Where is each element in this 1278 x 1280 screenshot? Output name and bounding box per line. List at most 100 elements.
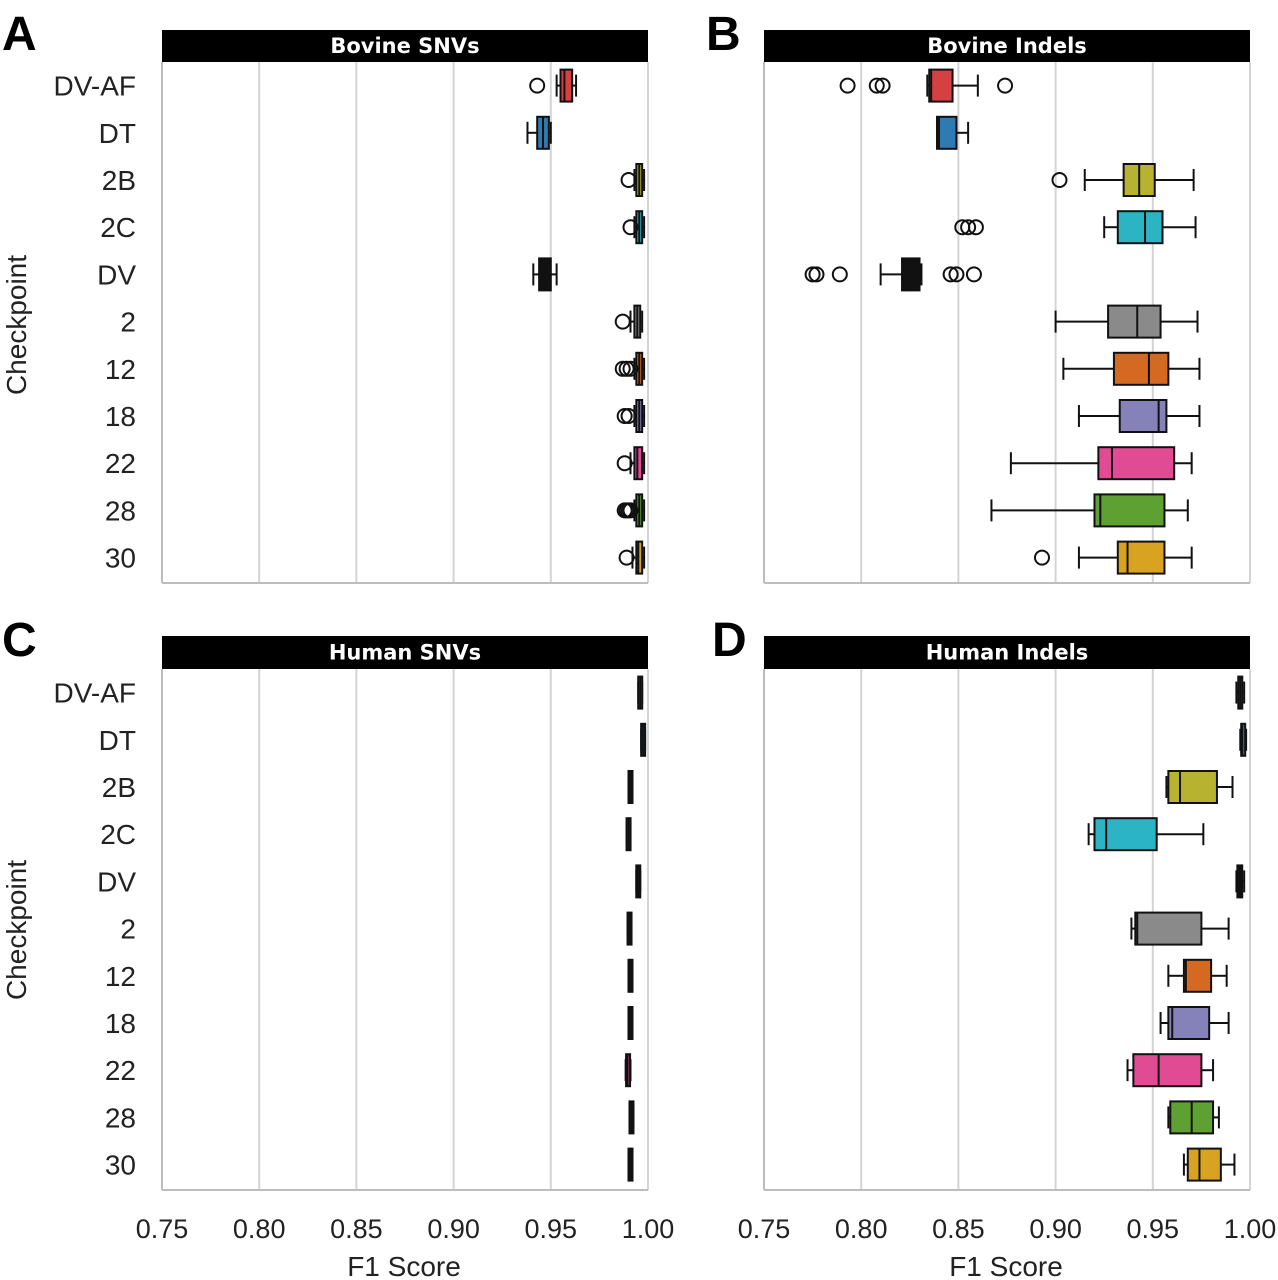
outlier-point [622, 502, 639, 519]
x-tick-label: 0.75 [738, 1214, 791, 1244]
category-label: 12 [105, 354, 136, 385]
box-DT [640, 722, 647, 757]
panel-C: C Human SNVs DV-AF DT 2B 2C DV 2 12 18 22 28 30 0.75 0… [2, 614, 674, 1244]
category-label: 22 [105, 448, 136, 479]
x-tick-label: 0.90 [427, 1214, 480, 1244]
box-iqr [1093, 817, 1158, 852]
box-22 [616, 446, 646, 481]
box-2C [622, 210, 646, 245]
box-18 [627, 1006, 634, 1040]
box-28 [990, 493, 1189, 528]
category-label: 28 [105, 495, 136, 526]
box-DV [635, 864, 642, 899]
x-axis-label-left: F1 Score [347, 1251, 461, 1280]
box-DV [532, 257, 558, 292]
box-iqr [1167, 1006, 1211, 1040]
outlier-point [948, 266, 965, 283]
outlier-point [1051, 172, 1068, 188]
outlier-point [616, 455, 633, 472]
panel-header [162, 636, 648, 669]
box-iqr [936, 115, 958, 150]
box-2B [627, 770, 634, 804]
category-label: 30 [105, 543, 136, 574]
box-iqr [1112, 351, 1170, 386]
box-12 [614, 351, 646, 386]
box-2C [1087, 817, 1205, 852]
x-tick-label: 0.95 [525, 1214, 578, 1244]
category-label: DT [99, 725, 136, 756]
category-label: DV-AF [54, 678, 136, 709]
x-tick-label: 0.95 [1127, 1214, 1180, 1244]
panel-A: A Bovine SNVs DV-AF DT 2B 2C DV 2 12 18 22 28 30 [2, 8, 649, 584]
category-label: 12 [105, 961, 136, 992]
box-18 [616, 399, 646, 433]
outlier-point [874, 77, 891, 94]
category-label: 18 [105, 401, 136, 432]
box-iqr [1116, 540, 1166, 575]
box-2B [620, 163, 646, 197]
outlier-point [622, 360, 639, 377]
category-label: 2C [100, 212, 136, 243]
outlier-point [868, 77, 885, 94]
outlier-point [618, 360, 635, 377]
category-label: 2C [100, 819, 136, 850]
box-30 [1033, 540, 1193, 575]
box-2 [1130, 911, 1230, 946]
panel-letter: D [712, 614, 747, 667]
outlier-point [997, 77, 1014, 94]
box-DV-AF [529, 68, 578, 103]
category-label: 30 [105, 1150, 136, 1181]
box-DV-AF [839, 68, 1014, 103]
outlier-point [620, 172, 637, 188]
category-label: DT [99, 118, 136, 149]
box-iqr [1116, 210, 1164, 245]
category-label: 22 [105, 1055, 136, 1086]
category-label: 2B [102, 772, 136, 803]
outlier-point [618, 549, 635, 566]
box-DV [1235, 864, 1246, 899]
box-iqr [559, 68, 574, 103]
category-label: 2 [120, 307, 136, 338]
x-tick-label: 0.80 [835, 1214, 888, 1244]
panel-header [162, 30, 648, 62]
outlier-point [942, 266, 959, 283]
panel-header [764, 30, 1250, 62]
box-iqr [928, 68, 954, 103]
panel-header [764, 636, 1250, 669]
outlier-point [614, 313, 631, 330]
outlier-point [620, 408, 637, 424]
box-2C [954, 210, 1197, 245]
box-iqr [1093, 493, 1166, 528]
category-label: 2B [102, 165, 136, 196]
category-label: 28 [105, 1102, 136, 1133]
box-2C [625, 817, 632, 852]
box-DV-AF [1235, 675, 1246, 710]
x-tick-label: 1.00 [622, 1214, 675, 1244]
category-label: DV [97, 259, 136, 290]
panel-B: B Bovine Indels [706, 8, 1251, 584]
box-18 [1077, 399, 1201, 433]
box-iqr [1097, 446, 1176, 481]
box-28 [1167, 1100, 1220, 1135]
outlier-point [960, 219, 977, 236]
box-iqr [1167, 770, 1218, 804]
x-axis-label-right: F1 Score [949, 1251, 1063, 1280]
category-label: DV-AF [54, 71, 136, 102]
panel-letter: B [706, 8, 741, 61]
box-22 [1126, 1053, 1215, 1088]
outlier-point [529, 77, 546, 94]
box-iqr [1186, 1147, 1222, 1182]
box-30 [618, 540, 646, 575]
box-iqr [901, 257, 921, 292]
box-DV [804, 257, 982, 292]
box-iqr [1182, 958, 1213, 993]
x-tick-label: 1.00 [1224, 1214, 1277, 1244]
panel-D: D Human Indels 0.75 0.80 0.85 0.90 0.95 1.00 [712, 614, 1276, 1244]
x-tick-label: 0.85 [330, 1214, 383, 1244]
panel-title: Human Indels [926, 641, 1089, 665]
box-2B [1165, 770, 1234, 804]
box-DT [1239, 722, 1248, 757]
box-12 [627, 958, 634, 993]
box-DT [526, 115, 552, 150]
x-tick-label: 0.90 [1029, 1214, 1082, 1244]
